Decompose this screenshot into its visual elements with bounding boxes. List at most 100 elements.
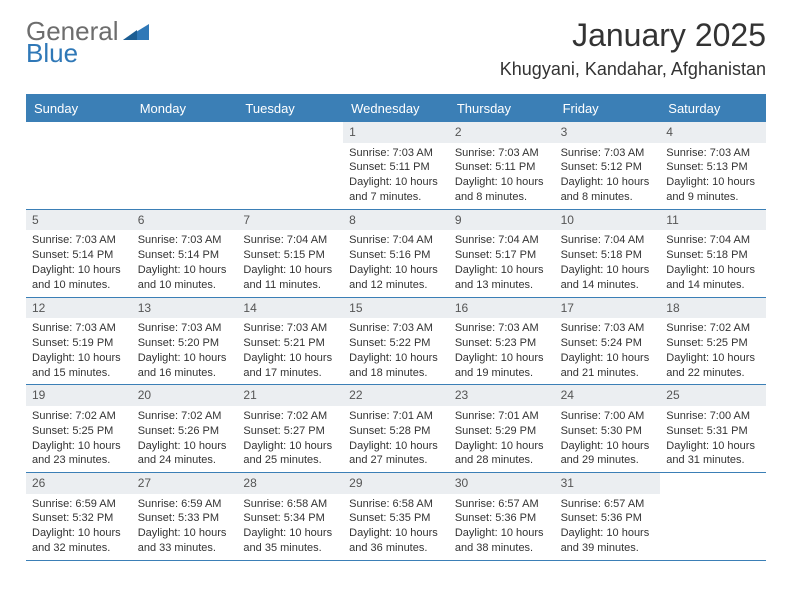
day-number: 1 — [343, 122, 449, 142]
cell-body: Sunrise: 7:02 AMSunset: 5:25 PMDaylight:… — [660, 318, 766, 384]
calendar-cell: 14Sunrise: 7:03 AMSunset: 5:21 PMDayligh… — [237, 298, 343, 385]
sunset-text: Sunset: 5:20 PM — [138, 336, 232, 351]
sunrise-text: Sunrise: 7:01 AM — [349, 409, 443, 424]
daylight-text: Daylight: 10 hours and 10 minutes. — [138, 263, 232, 293]
daylight-text: Daylight: 10 hours and 16 minutes. — [138, 351, 232, 381]
day-number: 29 — [343, 473, 449, 493]
day-number: 26 — [26, 473, 132, 493]
sunrise-text: Sunrise: 7:04 AM — [666, 233, 760, 248]
day-number: 5 — [26, 210, 132, 230]
cell-body: Sunrise: 7:00 AMSunset: 5:30 PMDaylight:… — [555, 406, 661, 472]
cell-body: Sunrise: 7:02 AMSunset: 5:27 PMDaylight:… — [237, 406, 343, 472]
day-number: 11 — [660, 210, 766, 230]
cell-body: Sunrise: 7:00 AMSunset: 5:31 PMDaylight:… — [660, 406, 766, 472]
location-text: Khugyani, Kandahar, Afghanistan — [500, 59, 766, 80]
weekday-header: Sunday — [26, 96, 132, 122]
calendar-cell — [237, 122, 343, 209]
header-row: General Blue January 2025 Khugyani, Kand… — [26, 18, 766, 80]
daylight-text: Daylight: 10 hours and 22 minutes. — [666, 351, 760, 381]
daylight-text: Daylight: 10 hours and 21 minutes. — [561, 351, 655, 381]
cell-body: Sunrise: 7:04 AMSunset: 5:18 PMDaylight:… — [660, 230, 766, 296]
cell-body: Sunrise: 7:03 AMSunset: 5:11 PMDaylight:… — [343, 143, 449, 209]
day-number: 25 — [660, 385, 766, 405]
day-number: 9 — [449, 210, 555, 230]
daylight-text: Daylight: 10 hours and 7 minutes. — [349, 175, 443, 205]
day-number: 12 — [26, 298, 132, 318]
daylight-text: Daylight: 10 hours and 10 minutes. — [32, 263, 126, 293]
cell-body: Sunrise: 6:59 AMSunset: 5:32 PMDaylight:… — [26, 494, 132, 560]
calendar-cell: 7Sunrise: 7:04 AMSunset: 5:15 PMDaylight… — [237, 210, 343, 297]
sunrise-text: Sunrise: 7:02 AM — [243, 409, 337, 424]
daylight-text: Daylight: 10 hours and 14 minutes. — [666, 263, 760, 293]
daylight-text: Daylight: 10 hours and 9 minutes. — [666, 175, 760, 205]
calendar-cell: 27Sunrise: 6:59 AMSunset: 5:33 PMDayligh… — [132, 473, 238, 560]
sunrise-text: Sunrise: 7:03 AM — [243, 321, 337, 336]
calendar-cell: 6Sunrise: 7:03 AMSunset: 5:14 PMDaylight… — [132, 210, 238, 297]
day-number: 31 — [555, 473, 661, 493]
weekday-header: Saturday — [660, 96, 766, 122]
daylight-text: Daylight: 10 hours and 38 minutes. — [455, 526, 549, 556]
daylight-text: Daylight: 10 hours and 19 minutes. — [455, 351, 549, 381]
sunrise-text: Sunrise: 6:59 AM — [138, 497, 232, 512]
day-number: 30 — [449, 473, 555, 493]
daylight-text: Daylight: 10 hours and 11 minutes. — [243, 263, 337, 293]
cell-body: Sunrise: 6:57 AMSunset: 5:36 PMDaylight:… — [555, 494, 661, 560]
calendar-cell: 21Sunrise: 7:02 AMSunset: 5:27 PMDayligh… — [237, 385, 343, 472]
sunrise-text: Sunrise: 7:03 AM — [455, 146, 549, 161]
calendar-cell: 2Sunrise: 7:03 AMSunset: 5:11 PMDaylight… — [449, 122, 555, 209]
sunset-text: Sunset: 5:13 PM — [666, 160, 760, 175]
sunrise-text: Sunrise: 7:00 AM — [666, 409, 760, 424]
weekday-header-row: Sunday Monday Tuesday Wednesday Thursday… — [26, 96, 766, 122]
day-number: 27 — [132, 473, 238, 493]
calendar-cell: 20Sunrise: 7:02 AMSunset: 5:26 PMDayligh… — [132, 385, 238, 472]
daylight-text: Daylight: 10 hours and 31 minutes. — [666, 439, 760, 469]
calendar-cell: 17Sunrise: 7:03 AMSunset: 5:24 PMDayligh… — [555, 298, 661, 385]
day-number: 19 — [26, 385, 132, 405]
calendar-grid: Sunday Monday Tuesday Wednesday Thursday… — [26, 94, 766, 561]
sunset-text: Sunset: 5:12 PM — [561, 160, 655, 175]
day-number: 18 — [660, 298, 766, 318]
sunset-text: Sunset: 5:18 PM — [666, 248, 760, 263]
logo-text-block: General Blue — [26, 18, 119, 66]
sunrise-text: Sunrise: 6:57 AM — [561, 497, 655, 512]
day-number: 22 — [343, 385, 449, 405]
sunrise-text: Sunrise: 7:02 AM — [666, 321, 760, 336]
sunset-text: Sunset: 5:36 PM — [455, 511, 549, 526]
cell-body: Sunrise: 7:04 AMSunset: 5:16 PMDaylight:… — [343, 230, 449, 296]
day-number: 15 — [343, 298, 449, 318]
sunset-text: Sunset: 5:27 PM — [243, 424, 337, 439]
cell-body: Sunrise: 7:04 AMSunset: 5:18 PMDaylight:… — [555, 230, 661, 296]
sunset-text: Sunset: 5:34 PM — [243, 511, 337, 526]
sunset-text: Sunset: 5:17 PM — [455, 248, 549, 263]
calendar-cell: 13Sunrise: 7:03 AMSunset: 5:20 PMDayligh… — [132, 298, 238, 385]
sunrise-text: Sunrise: 7:03 AM — [561, 146, 655, 161]
cell-body: Sunrise: 6:59 AMSunset: 5:33 PMDaylight:… — [132, 494, 238, 560]
sunset-text: Sunset: 5:32 PM — [32, 511, 126, 526]
cell-body: Sunrise: 7:03 AMSunset: 5:14 PMDaylight:… — [26, 230, 132, 296]
day-number: 3 — [555, 122, 661, 142]
calendar-cell: 28Sunrise: 6:58 AMSunset: 5:34 PMDayligh… — [237, 473, 343, 560]
daylight-text: Daylight: 10 hours and 17 minutes. — [243, 351, 337, 381]
day-number: 13 — [132, 298, 238, 318]
calendar-cell: 19Sunrise: 7:02 AMSunset: 5:25 PMDayligh… — [26, 385, 132, 472]
sunset-text: Sunset: 5:19 PM — [32, 336, 126, 351]
sunset-text: Sunset: 5:18 PM — [561, 248, 655, 263]
sunset-text: Sunset: 5:22 PM — [349, 336, 443, 351]
daylight-text: Daylight: 10 hours and 23 minutes. — [32, 439, 126, 469]
sunset-text: Sunset: 5:31 PM — [666, 424, 760, 439]
day-number: 7 — [237, 210, 343, 230]
sunset-text: Sunset: 5:21 PM — [243, 336, 337, 351]
daylight-text: Daylight: 10 hours and 15 minutes. — [32, 351, 126, 381]
calendar-cell: 15Sunrise: 7:03 AMSunset: 5:22 PMDayligh… — [343, 298, 449, 385]
daylight-text: Daylight: 10 hours and 18 minutes. — [349, 351, 443, 381]
daylight-text: Daylight: 10 hours and 13 minutes. — [455, 263, 549, 293]
cell-body: Sunrise: 7:03 AMSunset: 5:14 PMDaylight:… — [132, 230, 238, 296]
cell-body: Sunrise: 7:02 AMSunset: 5:25 PMDaylight:… — [26, 406, 132, 472]
sunset-text: Sunset: 5:28 PM — [349, 424, 443, 439]
day-number: 6 — [132, 210, 238, 230]
sunset-text: Sunset: 5:33 PM — [138, 511, 232, 526]
calendar-page: General Blue January 2025 Khugyani, Kand… — [0, 0, 792, 612]
daylight-text: Daylight: 10 hours and 36 minutes. — [349, 526, 443, 556]
day-number: 4 — [660, 122, 766, 142]
calendar-cell: 1Sunrise: 7:03 AMSunset: 5:11 PMDaylight… — [343, 122, 449, 209]
